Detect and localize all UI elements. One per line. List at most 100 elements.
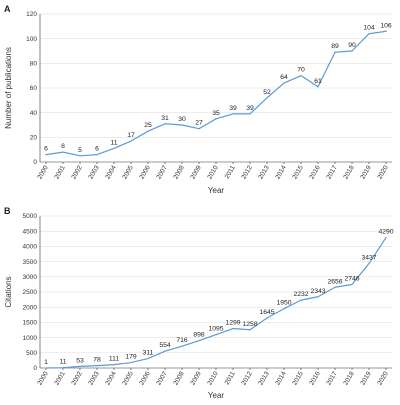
panel-a-data-label: 25 <box>144 122 152 129</box>
panel-b-data-point <box>181 345 183 347</box>
panel-a-x-tick-label: 2005 <box>121 164 134 180</box>
panel-a-y-tick-label: 120 <box>26 11 37 18</box>
panel-a-y-tick-label: 40 <box>30 110 38 117</box>
panel-a-x-tick-labels: 2000 2001 2002 2003 2004 2005 2006 2007 2008 2009… <box>36 164 389 180</box>
panel-a-data-label: 30 <box>178 116 186 123</box>
panel-b-y-tick-label: 3000 <box>23 274 38 281</box>
panel-b-x-tick-label: 2000 <box>36 370 49 386</box>
panel-a-data-label: 61 <box>314 78 322 85</box>
panel-b-x-tick-label: 2009 <box>189 370 202 386</box>
panel-b-x-tick-label: 2016 <box>308 370 321 386</box>
panel-a-data-label: 64 <box>280 74 288 81</box>
panel-a-y-tick-label: 80 <box>30 61 38 68</box>
panel-b-data-label: 1645 <box>259 309 274 316</box>
panel-a-data-label: 52 <box>263 89 271 96</box>
panel-a-data-point <box>45 154 47 156</box>
panel-b-y-tick-label: 3500 <box>23 259 38 266</box>
panel-b-data-point <box>130 361 132 364</box>
panel-a-letter: A <box>4 4 11 14</box>
panel-a-x-tick-label: 2003 <box>87 164 100 180</box>
panel-a-x-tick-label: 2019 <box>359 164 372 180</box>
panel-b-data-label: 1 <box>44 359 48 366</box>
panel-a-series <box>45 30 387 157</box>
panel-b-data-label: 1095 <box>208 326 223 333</box>
panel-a-y-tick-labels: 0 20 40 60 80 100 120 <box>26 11 37 166</box>
panel-b-data-point <box>368 262 370 265</box>
panel-b-data-point <box>62 367 64 369</box>
panel-b-y-tick-labels: 0 500 1000 1500 2000 2500 3000 3500 4000 4500 5000 <box>23 213 38 372</box>
panel-b-gridlines <box>40 215 392 354</box>
panel-b-x-tick-label: 2014 <box>274 370 287 386</box>
panel-a-x-tick-label: 2007 <box>155 164 168 180</box>
panel-a-x-tick-label: 2015 <box>291 164 304 180</box>
panel-a-y-axis-title: Number of publications <box>4 47 13 129</box>
panel-a-x-tick-label: 2018 <box>342 164 355 180</box>
panel-b-x-tick-label: 2005 <box>121 370 134 386</box>
panel-b-data-label: 2232 <box>293 291 308 298</box>
panel-a-gridlines <box>40 13 392 138</box>
panel-a-x-tick-label: 2014 <box>274 164 287 180</box>
panel-b-data-point <box>232 327 234 330</box>
panel-b-x-tick-label: 2012 <box>240 370 253 386</box>
panel-a-data-label: 5 <box>78 147 82 154</box>
panel-b-data-label: 2656 <box>327 278 342 285</box>
panel-b-y-axis-title: Citations <box>4 276 13 307</box>
panel-a-x-tick-label: 2016 <box>308 164 321 180</box>
panel-b-data-label: 11 <box>59 359 66 366</box>
panel-b-data-point <box>215 334 217 336</box>
panel-a-data-label: 35 <box>212 110 220 117</box>
panel-a-axes <box>39 14 392 164</box>
panel-b-data-label: 53 <box>76 357 84 364</box>
panel-a-x-tick-label: 2012 <box>240 164 253 180</box>
panel-b-y-tick-label: 1000 <box>23 335 38 342</box>
panel-a-data-label: 27 <box>195 120 203 127</box>
panel-a-data-labels: 6 8 5 6 11 17 25 31 30 27 35 39 39 52 64 70 61 89 90 104 106 <box>44 22 392 154</box>
panel-b-data-point <box>300 299 302 301</box>
panel-a-data-label: 17 <box>127 132 135 139</box>
panel-b-data-point <box>79 365 81 367</box>
panel-a-data-point <box>300 75 302 77</box>
panel-a-data-point <box>79 155 81 157</box>
panel-a-data-label: 89 <box>331 43 339 50</box>
panel-b-data-label: 4290 <box>378 229 393 236</box>
panel-a-y-tick-label: 20 <box>30 135 38 142</box>
panel-a-x-tick-label: 2010 <box>206 164 219 180</box>
panel-b-y-tick-label: 5000 <box>23 213 38 220</box>
panel-a-x-tick-label: 2006 <box>138 164 151 180</box>
panel-a-data-point <box>215 118 217 120</box>
panel-b-y-tick-label: 4000 <box>23 244 38 251</box>
panel-b-axes <box>39 216 392 370</box>
panel-b-data-point <box>334 286 336 288</box>
panel-b-data-point <box>385 236 387 239</box>
panel-a-data-label: 6 <box>95 146 99 153</box>
panel-a-data-label: 106 <box>380 22 392 29</box>
panel-b-data-point <box>198 340 200 342</box>
panel-a-x-tick-label: 2017 <box>325 164 338 180</box>
panel-a-data-point <box>198 128 200 130</box>
panel-a-x-axis-title: Year <box>208 186 225 195</box>
panel-a-data-label: 39 <box>229 105 237 112</box>
panel-b-data-label: 78 <box>93 357 101 364</box>
panel-b-x-axis-title: Year <box>208 391 225 400</box>
panel-b-series <box>45 236 387 369</box>
panel-b-data-point <box>249 329 251 331</box>
panel-a-x-tick-label: 2004 <box>104 164 117 180</box>
panel-a-x-tick-label: 2013 <box>257 164 270 180</box>
panel-a-data-point <box>147 130 149 132</box>
panel-b-x-tick-label: 2020 <box>376 370 389 386</box>
panel-a-y-tick-label: 100 <box>26 36 37 43</box>
panel-a-data-label: 31 <box>161 115 169 122</box>
panel-a-data-label: 104 <box>363 25 375 32</box>
panel-a-x-tick-label: 2001 <box>53 164 66 180</box>
panel-b-x-tick-label: 2002 <box>70 370 83 386</box>
panel-a-y-tick-label: 0 <box>33 159 37 166</box>
panel-b-y-tick-label: 1500 <box>23 320 38 327</box>
panel-a-data-point <box>351 50 353 52</box>
panel-a-data-point <box>96 154 98 156</box>
panel-b-y-tick-label: 2000 <box>23 304 38 311</box>
panel-a-data-label: 90 <box>348 42 356 49</box>
panel-b-data-point <box>45 367 47 369</box>
